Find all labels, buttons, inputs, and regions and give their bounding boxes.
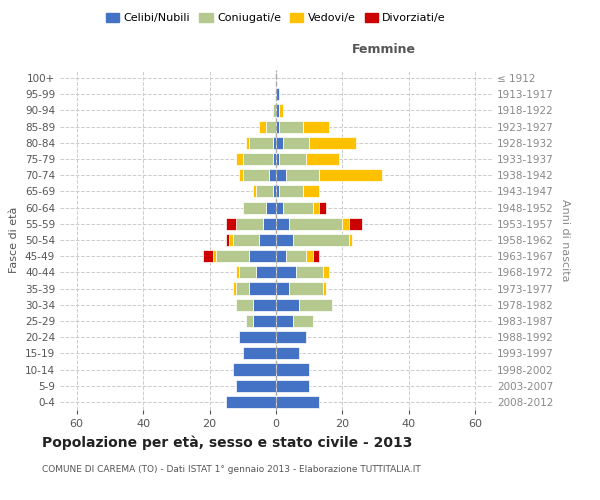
Bar <box>306 250 313 262</box>
Bar <box>243 202 266 213</box>
Bar <box>272 137 276 149</box>
Y-axis label: Anni di nascita: Anni di nascita <box>560 198 570 281</box>
Bar <box>276 315 293 327</box>
Bar <box>349 234 352 246</box>
Bar <box>246 315 253 327</box>
Bar <box>239 169 243 181</box>
Bar <box>349 218 362 230</box>
Bar <box>233 364 276 376</box>
Bar <box>306 153 339 165</box>
Bar <box>276 380 309 392</box>
Bar <box>299 298 332 311</box>
Bar <box>302 186 319 198</box>
Bar <box>276 202 283 213</box>
Bar <box>253 186 256 198</box>
Bar <box>229 234 233 246</box>
Bar <box>343 218 349 230</box>
Bar <box>253 298 276 311</box>
Bar <box>203 250 213 262</box>
Bar <box>276 234 293 246</box>
Bar <box>283 202 313 213</box>
Bar <box>236 282 250 294</box>
Bar <box>319 202 326 213</box>
Bar <box>269 169 276 181</box>
Bar <box>283 137 309 149</box>
Bar <box>302 120 329 132</box>
Text: Popolazione per età, sesso e stato civile - 2013: Popolazione per età, sesso e stato civil… <box>42 435 412 450</box>
Bar <box>286 250 306 262</box>
Bar <box>276 266 296 278</box>
Bar <box>276 153 280 165</box>
Bar <box>276 120 280 132</box>
Bar <box>272 104 276 117</box>
Bar <box>280 120 302 132</box>
Bar <box>276 364 309 376</box>
Bar <box>233 234 259 246</box>
Bar <box>276 331 306 343</box>
Y-axis label: Fasce di età: Fasce di età <box>10 207 19 273</box>
Bar <box>272 186 276 198</box>
Bar <box>263 218 276 230</box>
Bar <box>296 266 323 278</box>
Bar <box>236 153 243 165</box>
Bar <box>319 169 382 181</box>
Bar <box>293 315 313 327</box>
Bar <box>239 331 276 343</box>
Bar <box>243 169 269 181</box>
Bar <box>233 282 236 294</box>
Legend: Celibi/Nubili, Coniugati/e, Vedovi/e, Divorziati/e: Celibi/Nubili, Coniugati/e, Vedovi/e, Di… <box>101 8 451 28</box>
Text: COMUNE DI CAREMA (TO) - Dati ISTAT 1° gennaio 2013 - Elaborazione TUTTITALIA.IT: COMUNE DI CAREMA (TO) - Dati ISTAT 1° ge… <box>42 465 421 474</box>
Bar <box>256 266 276 278</box>
Bar <box>289 282 323 294</box>
Bar <box>293 234 349 246</box>
Bar <box>253 315 276 327</box>
Bar <box>250 250 276 262</box>
Bar <box>323 282 326 294</box>
Bar <box>276 348 299 360</box>
Bar <box>236 298 253 311</box>
Bar <box>272 153 276 165</box>
Bar <box>323 266 329 278</box>
Bar <box>239 266 256 278</box>
Bar <box>289 218 343 230</box>
Bar <box>250 137 272 149</box>
Bar <box>213 250 216 262</box>
Bar <box>276 396 319 408</box>
Bar <box>236 218 263 230</box>
Bar <box>243 348 276 360</box>
Bar <box>276 250 286 262</box>
Bar <box>246 137 250 149</box>
Bar <box>313 202 319 213</box>
Bar <box>276 104 280 117</box>
Bar <box>236 380 276 392</box>
Bar <box>266 202 276 213</box>
Bar <box>250 282 276 294</box>
Bar <box>276 218 289 230</box>
Text: Femmine: Femmine <box>352 44 416 57</box>
Bar <box>280 104 283 117</box>
Bar <box>276 169 286 181</box>
Bar <box>243 153 272 165</box>
Bar <box>309 137 356 149</box>
Bar <box>266 120 276 132</box>
Bar <box>276 88 280 101</box>
Bar <box>259 120 266 132</box>
Bar <box>226 234 229 246</box>
Bar <box>259 234 276 246</box>
Bar <box>313 250 319 262</box>
Bar <box>276 282 289 294</box>
Bar <box>276 186 280 198</box>
Bar <box>286 169 319 181</box>
Bar <box>226 396 276 408</box>
Bar <box>226 218 236 230</box>
Bar <box>236 266 239 278</box>
Bar <box>256 186 272 198</box>
Bar <box>276 137 283 149</box>
Bar <box>276 298 299 311</box>
Bar <box>280 186 302 198</box>
Bar <box>280 153 306 165</box>
Bar <box>216 250 250 262</box>
